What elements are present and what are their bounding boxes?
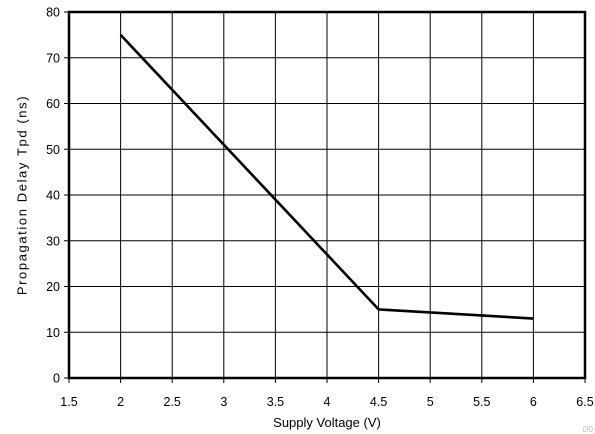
corner-mark: D0	[583, 425, 594, 434]
x-tick-label: 5	[427, 395, 434, 409]
x-tick-labels: 1.5 2 2.5 3 3.5 4 4.5 5 5.5 6 6.5	[60, 395, 593, 409]
x-tick-label: 1.5	[60, 395, 77, 409]
y-tick-label: 0	[53, 372, 60, 386]
y-tick-label: 50	[46, 143, 60, 157]
x-tick-label: 2.5	[164, 395, 181, 409]
plot-frame	[67, 10, 587, 380]
x-tick-label: 3	[220, 395, 227, 409]
x-tick-label: 5.5	[473, 395, 490, 409]
y-tick-label: 80	[46, 6, 60, 20]
series-layer	[119, 33, 534, 320]
x-tick-label: 6.5	[576, 395, 593, 409]
y-tick-label: 60	[46, 97, 60, 111]
y-axis-label: Propagation Delay Tpd (ns)	[15, 95, 30, 295]
y-tick-label: 10	[46, 326, 60, 340]
x-tick-label: 4	[324, 395, 331, 409]
y-tick-label: 30	[46, 234, 60, 248]
series-line	[119, 33, 534, 320]
x-tick-label: 4.5	[370, 395, 387, 409]
x-tick-label: 2	[117, 395, 124, 409]
y-tick-label: 20	[46, 280, 60, 294]
grid-lines	[64, 11, 586, 383]
x-axis-label: Supply Voltage (V)	[273, 415, 381, 430]
y-tick-labels: 0 10 20 30 40 50 60 70 80	[46, 6, 60, 386]
x-tick-label: 3.5	[267, 395, 284, 409]
y-tick-label: 70	[46, 51, 60, 65]
x-tick-label: 6	[530, 395, 537, 409]
y-tick-label: 40	[46, 189, 60, 203]
